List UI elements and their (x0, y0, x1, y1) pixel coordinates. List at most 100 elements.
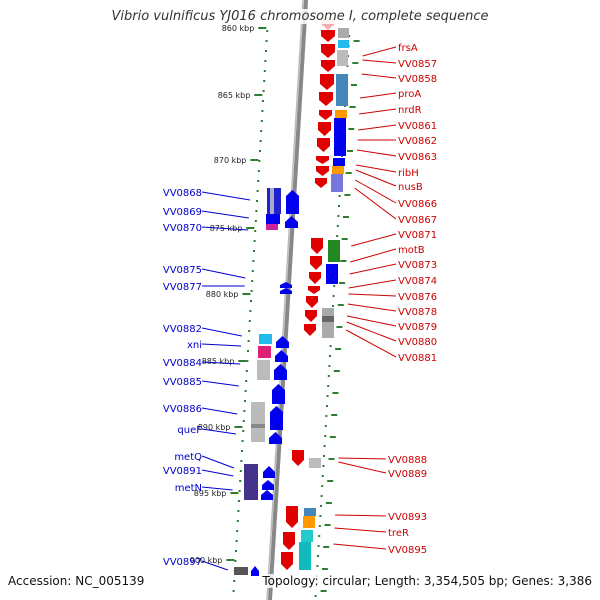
gene-label-vv0874[interactable]: VV0874 (398, 276, 437, 287)
gene-label-metn[interactable]: metN (175, 483, 202, 494)
ruler-dot (244, 390, 247, 392)
gene-label-xni[interactable]: xni (187, 340, 202, 351)
gene-label-vv0881[interactable]: VV0881 (398, 353, 437, 364)
ruler-dot (322, 465, 325, 467)
gene-label-motb[interactable]: motB (398, 245, 425, 256)
minor-tick (347, 150, 353, 152)
ruler-dot (251, 270, 254, 272)
ruler-dot (237, 510, 240, 512)
ruler-dot (249, 310, 252, 312)
leader-line (201, 226, 249, 231)
coordinate-label: 900 kbp (190, 556, 223, 565)
ruler-dot (326, 395, 329, 397)
leader-line (361, 73, 397, 79)
gene-label-ribh[interactable]: ribH (398, 168, 419, 179)
ruler-dot (314, 595, 317, 597)
gene-label-vv0870[interactable]: VV0870 (163, 223, 202, 234)
coordinate-label: 890 kbp (198, 423, 231, 432)
ruler-dot (325, 415, 328, 417)
gene-label-trer[interactable]: treR (388, 528, 409, 539)
gene-label-quef[interactable]: queF (177, 425, 202, 436)
gene-label-vv0867[interactable]: VV0867 (398, 215, 437, 226)
reverse-gene-arrow (320, 74, 334, 90)
gene-label-nrdr[interactable]: nrdR (398, 105, 422, 116)
ruler-dot (327, 375, 330, 377)
reverse-gene-arrow (321, 60, 335, 72)
gene-label-vv0886[interactable]: VV0886 (163, 404, 202, 415)
gene-label-vv0857[interactable]: VV0857 (398, 59, 437, 70)
ruler-dot (338, 205, 340, 207)
gene-label-vv0876[interactable]: VV0876 (398, 292, 437, 303)
gene-label-vv0880[interactable]: VV0880 (398, 337, 437, 348)
gene-label-metq[interactable]: metQ (174, 452, 202, 463)
ruler-dot (348, 35, 351, 37)
ruler-dot (317, 555, 319, 557)
gene-label-vv0862[interactable]: VV0862 (398, 136, 437, 147)
leader-line (356, 149, 397, 157)
ruler-dot (250, 300, 252, 302)
gene-label-vv0888[interactable]: VV0888 (388, 455, 427, 466)
forward-gene-arrow (276, 336, 289, 348)
gene-category-box (328, 240, 340, 262)
reverse-gene-arrow (316, 166, 329, 176)
minor-tick (331, 414, 338, 416)
coordinate-label: 895 kbp (194, 489, 227, 498)
gene-label-vv0868[interactable]: VV0868 (163, 188, 202, 199)
ruler-dot (236, 530, 239, 532)
forward-gene-arrow (270, 406, 283, 430)
gene-label-vv0897[interactable]: VV0897 (163, 557, 202, 568)
ruler-dot (245, 380, 248, 382)
reverse-gene-arrow (321, 44, 335, 58)
gene-label-vv0885[interactable]: VV0885 (163, 377, 202, 388)
coordinate-tick (246, 227, 255, 229)
ruler-dot (260, 130, 263, 132)
ruler-dot (261, 110, 264, 112)
gene-label-nusb[interactable]: nusB (398, 182, 423, 193)
gene-category-box (266, 214, 280, 224)
gene-label-vv0893[interactable]: VV0893 (388, 512, 427, 523)
gene-label-vv0866[interactable]: VV0866 (398, 199, 437, 210)
gene-category-box (266, 224, 278, 230)
gene-label-vv0869[interactable]: VV0869 (163, 207, 202, 218)
ruler-dot (240, 460, 243, 462)
leader-line (201, 191, 251, 201)
gene-label-vv0873[interactable]: VV0873 (398, 260, 437, 271)
gene-label-vv0877[interactable]: VV0877 (163, 282, 202, 293)
reverse-gene-arrow (305, 310, 317, 322)
reverse-gene-arrow (310, 256, 322, 270)
ruler-dot (332, 305, 334, 307)
ruler-dot (328, 365, 331, 367)
gene-label-vv0889[interactable]: VV0889 (388, 469, 427, 480)
gene-label-vv0871[interactable]: VV0871 (398, 230, 437, 241)
gene-label-vv0861[interactable]: VV0861 (398, 121, 437, 132)
leader-line (201, 560, 228, 571)
gene-category-box (338, 28, 349, 38)
gene-label-proa[interactable]: proA (398, 89, 421, 100)
minor-tick (323, 546, 330, 548)
minor-tick (348, 128, 355, 130)
gene-category-box (270, 188, 274, 214)
reverse-gene-arrow (319, 92, 333, 106)
leader-line (358, 124, 397, 131)
leader-line (349, 263, 397, 275)
ruler-dot (239, 470, 242, 472)
minor-tick (321, 568, 328, 570)
gene-label-vv0878[interactable]: VV0878 (398, 307, 437, 318)
ruler-dot (248, 320, 251, 322)
gene-label-vv0875[interactable]: VV0875 (163, 265, 202, 276)
ruler-dot (252, 260, 255, 262)
gene-label-vv0884[interactable]: VV0884 (163, 358, 202, 369)
gene-label-vv0879[interactable]: VV0879 (398, 322, 437, 333)
gene-category-box (334, 118, 346, 156)
gene-category-box (258, 346, 271, 358)
gene-label-vv0891[interactable]: VV0891 (163, 466, 202, 477)
reverse-gene-arrow (318, 122, 331, 136)
leader-line (201, 428, 237, 435)
gene-label-vv0895[interactable]: VV0895 (388, 545, 427, 556)
gene-label-vv0863[interactable]: VV0863 (398, 152, 437, 163)
gene-label-vv0882[interactable]: VV0882 (163, 324, 202, 335)
coordinate-tick (226, 559, 235, 561)
leader-line (351, 233, 397, 247)
gene-label-frsa[interactable]: frsA (398, 43, 418, 54)
gene-label-vv0858[interactable]: VV0858 (398, 74, 437, 85)
